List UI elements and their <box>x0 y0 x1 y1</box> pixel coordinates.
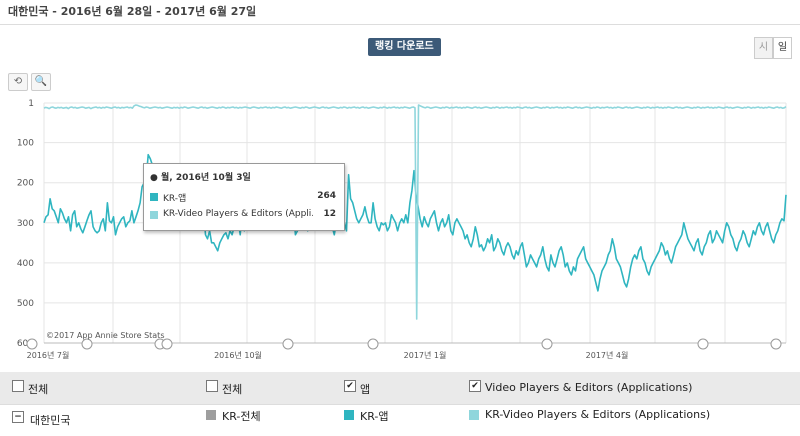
country-label: 대한민국 <box>30 414 71 427</box>
series-swatch <box>344 410 354 420</box>
event-marker-icon[interactable] <box>161 338 173 350</box>
y-tick-label: 100 <box>17 139 34 149</box>
tooltip-row: KR-Video Players & Editors (Appli… 12 <box>150 209 336 221</box>
chart-tooltip: ● 월, 2016년 10월 3일 KR-앱 264 KR-Video Play… <box>143 163 345 231</box>
hour-toggle[interactable]: 시 <box>754 37 773 59</box>
event-marker-icon[interactable] <box>367 338 379 350</box>
x-tick-label: 2016년 7월 <box>27 350 70 360</box>
day-toggle[interactable]: 일 <box>773 37 792 59</box>
y-tick-label: 1 <box>28 99 34 109</box>
ranking-download-button[interactable]: 랭킹 다운로드 <box>368 38 441 56</box>
globe-icon: ● <box>150 173 158 183</box>
series-swatch <box>206 410 216 420</box>
y-tick-label: 200 <box>17 179 34 189</box>
series-line <box>43 104 787 320</box>
magnifier-zoom-icon[interactable]: 🔍 <box>31 73 51 91</box>
ranking-chart: 1 100 200 300 400 500 600 2016년 7월 2016년 10월 201… <box>17 99 787 360</box>
legend-header: 전체 전체 ✔ 앱 ✔ Video Players & Editors (App… <box>0 372 800 405</box>
series-swatch <box>150 211 158 219</box>
watermark: ©2017 App Annie Store Stats <box>46 331 164 340</box>
legend-panel: 전체 전체 ✔ 앱 ✔ Video Players & Editors (App… <box>0 372 800 436</box>
event-marker-icon[interactable] <box>81 338 93 350</box>
video-players-checkbox[interactable]: ✔ <box>469 380 481 392</box>
event-marker-icon[interactable] <box>282 338 294 350</box>
app-checkbox[interactable]: ✔ <box>344 380 356 392</box>
y-tick-label: 400 <box>17 259 34 269</box>
divider <box>0 24 800 25</box>
legend-item-total[interactable]: KR-전체 <box>222 410 261 423</box>
tooltip-row: KR-앱 264 <box>150 191 336 204</box>
y-tick-label: 300 <box>17 219 34 229</box>
event-marker-icon[interactable] <box>697 338 709 350</box>
series-swatch <box>150 193 158 201</box>
tooltip-header: ● 월, 2016년 10월 3일 <box>150 173 251 183</box>
legend-header-label: 전체 <box>28 383 49 396</box>
total-category-checkbox[interactable] <box>206 380 218 392</box>
legend-item-video-players[interactable]: KR-Video Players & Editors (Applications… <box>485 408 711 421</box>
legend-header-label: 전체 <box>222 383 243 396</box>
total-checkbox[interactable] <box>12 380 24 392</box>
event-marker-icon[interactable] <box>26 338 38 350</box>
event-marker-icon[interactable] <box>541 338 553 350</box>
x-tick-label: 2017년 4월 <box>586 350 629 360</box>
series-swatch <box>469 410 479 420</box>
y-tick-label: 600 <box>17 339 34 349</box>
undo-icon[interactable]: ⟲ <box>8 73 28 91</box>
legend-header-label: Video Players & Editors (Applications) <box>485 381 693 394</box>
legend-item-app[interactable]: KR-앱 <box>360 410 389 423</box>
y-tick-label: 500 <box>17 299 34 309</box>
legend-header-label: 앱 <box>360 383 371 396</box>
page-title: 대한민국 - 2016년 6월 28일 - 2017년 6월 27일 <box>8 5 257 18</box>
event-marker-icon[interactable] <box>770 338 782 350</box>
country-collapse-toggle[interactable]: − <box>12 411 24 423</box>
x-tick-label: 2016년 10월 <box>214 350 262 360</box>
x-tick-label: 2017년 1월 <box>404 350 447 360</box>
